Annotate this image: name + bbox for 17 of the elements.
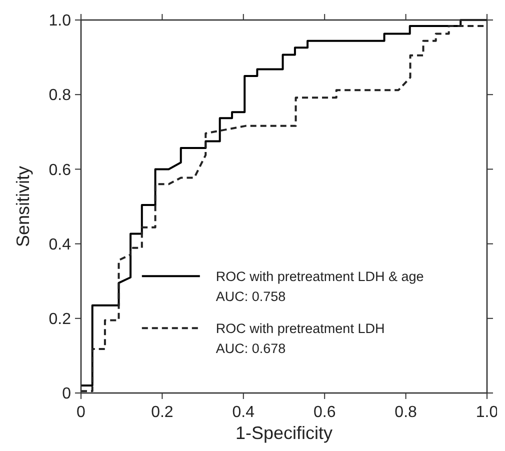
x-tick-label: 0.8 (394, 404, 418, 421)
annotation: AUC: 0.758 (216, 289, 286, 304)
x-axis-title: 1-Specificity (235, 423, 333, 443)
x-tick-label: 0.6 (313, 404, 336, 421)
y-tick-label: 0 (62, 386, 72, 403)
y-tick-label: 0.6 (48, 162, 72, 179)
legend-label: ROC with pretreatment LDH (216, 321, 385, 336)
x-tick-label: 0 (76, 404, 86, 421)
y-tick-label: 1.0 (48, 12, 72, 30)
legend-label: ROC with pretreatment LDH & age (216, 269, 424, 284)
x-tick-label: 0.2 (151, 404, 174, 421)
y-tick-label: 0.2 (48, 311, 72, 328)
annotation: AUC: 0.678 (216, 341, 286, 356)
y-tick-label: 0.8 (48, 87, 72, 104)
x-tick-label: 0.4 (232, 404, 255, 421)
y-tick-label: 0.4 (48, 236, 72, 254)
y-axis-title: Sensitivity (13, 166, 33, 248)
